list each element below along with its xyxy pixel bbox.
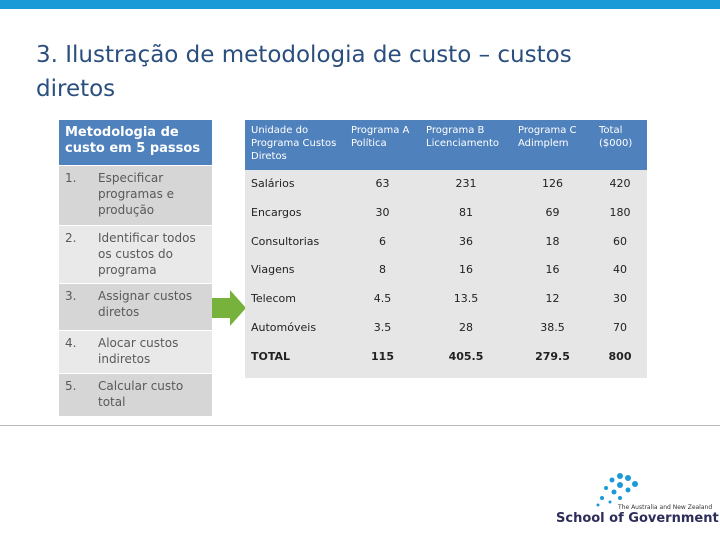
step-number: 1. xyxy=(59,165,92,225)
cost-value: 3.5 xyxy=(373,321,392,334)
step-number: 3. xyxy=(59,283,92,330)
slide-title: 3. Ilustração de metodologia de custo – … xyxy=(36,42,572,102)
column-header: Programa A Política xyxy=(345,120,420,170)
row-label: Telecom xyxy=(251,292,296,306)
row-label: Viagens xyxy=(251,263,295,277)
row-label: Automóveis xyxy=(251,321,317,334)
cost-value: 60 xyxy=(613,234,627,248)
cost-value: 40 xyxy=(613,263,627,277)
cost-value: 38.5 xyxy=(540,321,565,334)
cost-value: 12 xyxy=(545,292,560,306)
cost-value: 800 xyxy=(608,349,632,363)
cost-value: 16 xyxy=(459,263,473,277)
cost-value: 8 xyxy=(379,263,386,277)
cost-value: 81 xyxy=(459,205,473,219)
cost-value: 4.5 xyxy=(373,292,392,306)
row-label: TOTAL xyxy=(251,349,291,363)
cost-value: 13.5 xyxy=(453,292,479,306)
column-header: Unidade do Programa Custos Diretos xyxy=(245,120,345,170)
step-text: Identificar todos os custos do programa xyxy=(92,225,212,283)
cost-value: 16 xyxy=(545,263,560,277)
cost-value: 30 xyxy=(375,205,390,219)
cost-value: 30 xyxy=(613,292,627,306)
cost-value: 28 xyxy=(459,321,473,334)
cost-value: 63 xyxy=(375,177,390,190)
logo-tagline: The Australia and New Zealand xyxy=(618,504,713,511)
column-header: Programa B Licenciamento xyxy=(420,120,512,170)
row-label: Consultorias xyxy=(251,234,320,248)
step-text: Especificar programas e produção xyxy=(92,165,212,225)
cost-value: 405.5 xyxy=(448,349,484,363)
step-number: 2. xyxy=(59,225,92,283)
step-text: Calcular custo total xyxy=(92,373,212,416)
cost-value: 231 xyxy=(455,177,477,190)
column-header: Total ($000) xyxy=(593,120,647,170)
cost-value: 6 xyxy=(379,234,386,248)
arrow xyxy=(212,290,246,326)
arrow-shape xyxy=(212,290,246,326)
cost-value: 18 xyxy=(545,234,560,248)
steps-header: Metodologia de custo em 5 passos xyxy=(59,120,212,165)
step-number: 4. xyxy=(59,330,92,373)
cost-value: 180 xyxy=(609,205,631,219)
cost-value: 69 xyxy=(545,205,560,219)
row-label: Salários xyxy=(251,177,295,190)
cost-value: 115 xyxy=(371,349,394,363)
top-bar xyxy=(0,0,720,9)
row-label: Encargos xyxy=(251,205,302,219)
step-number: 5. xyxy=(59,373,92,416)
step-text: Alocar custos indiretos xyxy=(92,330,212,373)
logo-name: School of Government xyxy=(556,511,719,526)
cost-value: 279.5 xyxy=(535,349,570,363)
logo-dots xyxy=(596,473,638,507)
cost-value: 36 xyxy=(459,234,473,248)
cost-value: 70 xyxy=(613,321,627,334)
cost-value: 420 xyxy=(609,177,631,190)
step-text: Assignar custos diretos xyxy=(92,283,212,330)
column-header: Programa C Adimplem xyxy=(512,120,593,170)
cost-value: 126 xyxy=(542,177,563,190)
footer-rule xyxy=(0,425,720,426)
cost-body xyxy=(245,170,647,378)
